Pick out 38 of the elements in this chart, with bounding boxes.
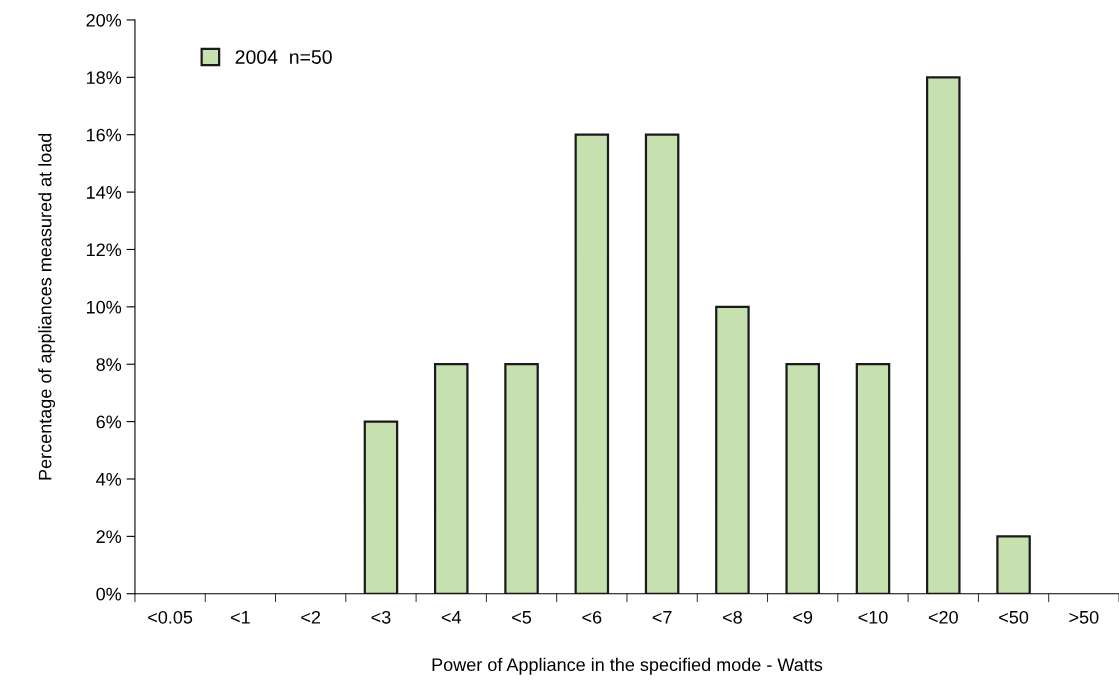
x-tick-label: <10	[858, 610, 888, 624]
y-tick-label: 6%	[96, 415, 122, 429]
y-tick-label: 12%	[87, 243, 122, 257]
bar	[715, 305, 750, 594]
x-tick-label: <0.05	[148, 610, 193, 624]
y-tick-label: 2%	[96, 530, 122, 544]
x-tick-label: <8	[723, 610, 742, 624]
x-tick-label: <50	[999, 610, 1029, 624]
bar	[363, 420, 399, 594]
y-tick-label: 0%	[96, 587, 122, 601]
x-tick-label: <6	[582, 610, 602, 624]
y-tick-label: 4%	[96, 473, 122, 486]
y-tick-label: 16%	[87, 128, 122, 142]
y-tick-label: 8%	[96, 358, 122, 371]
y-tick-label: 20%	[86, 13, 122, 27]
legend-label: 2004 n=50	[235, 50, 332, 64]
x-tick-label: <3	[371, 610, 391, 624]
bar	[644, 133, 680, 594]
x-tick-label: <20	[928, 610, 958, 624]
bar	[855, 363, 891, 594]
x-tick-label: >50	[1069, 610, 1099, 624]
x-axis-title: Power of Appliance in the specified mode - Watts	[432, 657, 823, 675]
y-tick-label: 14%	[87, 186, 122, 199]
bar	[926, 76, 961, 594]
x-tick-label: <5	[512, 611, 532, 624]
x-tick-label: <7	[652, 611, 672, 624]
y-axis-title: Percentage of appliances measured at load	[38, 133, 56, 480]
bar	[574, 133, 610, 594]
bar	[504, 363, 539, 594]
bar	[433, 363, 469, 594]
bar	[785, 363, 820, 594]
bar	[996, 535, 1031, 594]
y-tick-label: 18%	[87, 71, 122, 85]
x-tick-label: <1	[230, 611, 250, 624]
y-tick-label: 10%	[87, 300, 122, 314]
x-tick-label: <9	[793, 610, 813, 624]
x-tick-label: <2	[301, 610, 321, 624]
x-tick-label: <4	[441, 611, 462, 624]
